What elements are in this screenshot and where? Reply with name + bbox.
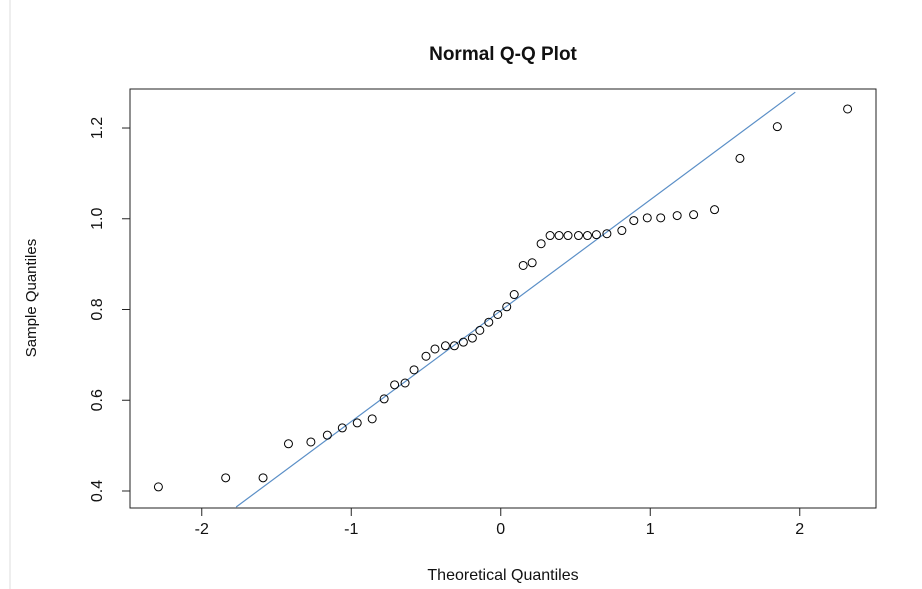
y-tick-label: 0.8 — [89, 298, 106, 320]
point — [574, 232, 582, 240]
point — [690, 211, 698, 219]
chart: Normal Q-Q Plot Theoretical Quantiles Sa… — [0, 0, 922, 589]
point — [546, 232, 554, 240]
point — [259, 474, 267, 482]
point — [391, 381, 399, 389]
point — [410, 366, 418, 374]
point — [564, 232, 572, 240]
point — [583, 232, 591, 240]
point — [736, 154, 744, 162]
point — [528, 259, 536, 267]
point — [630, 217, 638, 225]
point — [643, 214, 651, 222]
y-tick-label: 1.0 — [89, 208, 106, 230]
y-tick-label: 1.2 — [89, 117, 106, 139]
point — [773, 123, 781, 131]
point — [476, 326, 484, 334]
point — [468, 334, 476, 342]
x-tick-label: 0 — [496, 521, 505, 538]
point — [307, 438, 315, 446]
point — [618, 227, 626, 235]
x-axis-label: Theoretical Quantiles — [427, 567, 578, 584]
point — [592, 231, 600, 239]
y-axis-label: Sample Quantiles — [23, 239, 40, 357]
y-tick-label: 0.6 — [89, 389, 106, 411]
point — [154, 483, 162, 491]
point — [353, 419, 361, 427]
point — [368, 415, 376, 423]
y-tick-label: 0.4 — [89, 480, 106, 502]
point — [222, 474, 230, 482]
x-tick-label: 2 — [795, 521, 804, 538]
point — [657, 214, 665, 222]
point — [459, 338, 467, 346]
reference-line — [236, 92, 795, 507]
x-tick-label: -2 — [195, 521, 209, 538]
point — [510, 291, 518, 299]
point — [422, 352, 430, 360]
plot-box — [130, 89, 876, 508]
point — [441, 342, 449, 350]
point — [844, 105, 852, 113]
point — [284, 440, 292, 448]
point — [673, 212, 681, 220]
x-tick-label: 1 — [646, 521, 655, 538]
point — [537, 240, 545, 248]
point — [519, 261, 527, 269]
chart-title: Normal Q-Q Plot — [429, 44, 577, 65]
point — [323, 431, 331, 439]
point — [711, 206, 719, 214]
x-tick-label: -1 — [344, 521, 358, 538]
point — [555, 232, 563, 240]
point — [431, 345, 439, 353]
